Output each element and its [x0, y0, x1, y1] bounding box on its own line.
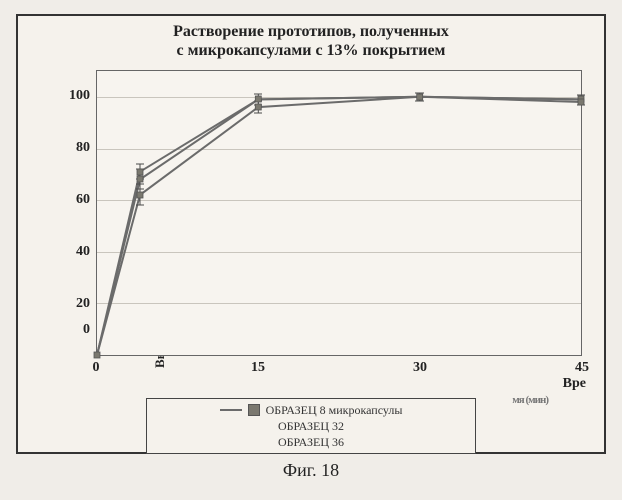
ytick-40: 40	[50, 244, 90, 260]
ytick-60: 60	[50, 192, 90, 208]
figure-caption: Фиг. 18	[0, 460, 622, 481]
chart-title: Растворение прототипов, полученных с мик…	[18, 22, 604, 60]
ytick-100: 100	[50, 88, 90, 104]
plot-area	[96, 70, 582, 356]
title-line-1: Растворение прототипов, полученных	[173, 23, 449, 40]
xtick-45: 45	[575, 360, 589, 376]
legend-label: ОБРАЗЕЦ 8 микрокапсулы	[266, 403, 403, 418]
ytick-0: 0	[50, 322, 90, 338]
ytick-80: 80	[50, 140, 90, 156]
series-line-3	[97, 97, 581, 355]
legend-item: ОБРАЗЕЦ 36	[155, 434, 467, 450]
chart-frame: Растворение прототипов, полученных с мик…	[16, 14, 606, 454]
title-line-2: с микрокапсулами с 13% покрытием	[177, 42, 446, 59]
xtick-15: 15	[251, 360, 265, 376]
x-axis-label-sub: мя (мин)	[512, 394, 548, 406]
page: Растворение прототипов, полученных с мик…	[0, 0, 622, 500]
chart-svg	[97, 71, 581, 355]
legend-item: ОБРАЗЕЦ 8 микрокапсулы	[155, 402, 467, 418]
legend-line-icon	[220, 409, 242, 411]
legend-label: ОБРАЗЕЦ 36	[278, 435, 344, 450]
xtick-30: 30	[413, 360, 427, 376]
series-line-2	[97, 97, 581, 355]
xtick-0: 0	[93, 360, 100, 376]
ytick-20: 20	[50, 296, 90, 312]
legend-marker-icon	[248, 404, 260, 416]
legend-box: ОБРАЗЕЦ 8 микрокапсулы ОБРАЗЕЦ 32 ОБРАЗЕ…	[146, 398, 476, 454]
x-axis-label: Вре	[563, 376, 586, 392]
legend-label: ОБРАЗЕЦ 32	[278, 419, 344, 434]
markers	[94, 94, 584, 358]
legend-item: ОБРАЗЕЦ 32	[155, 418, 467, 434]
series-line-1	[97, 97, 581, 355]
